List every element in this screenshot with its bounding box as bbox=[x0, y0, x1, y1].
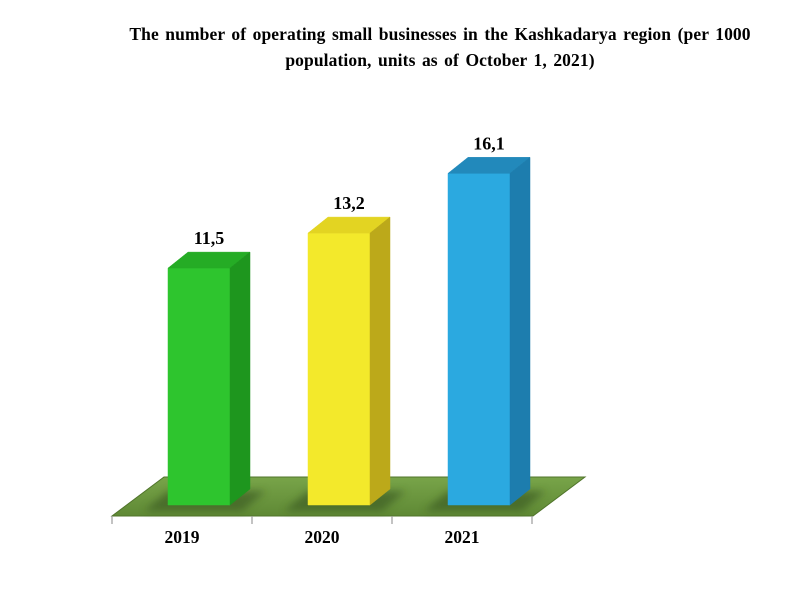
bar-side-face bbox=[229, 251, 251, 506]
bar-side-face bbox=[369, 216, 391, 506]
bar-value-label: 11,5 bbox=[194, 228, 225, 248]
bar-front-face bbox=[447, 173, 511, 506]
bar-front-face bbox=[167, 267, 231, 506]
chart-title: The number of operating small businesses… bbox=[110, 21, 770, 73]
x-axis-label: 2019 bbox=[165, 527, 200, 547]
bar-side-face bbox=[509, 156, 531, 506]
bar-2019: 11,5 2019 bbox=[144, 228, 266, 547]
bar-2020: 13,2 2020 bbox=[284, 193, 406, 547]
chart-title-line-1: The number of operating small businesses… bbox=[129, 24, 751, 44]
bar-value-label: 16,1 bbox=[473, 133, 505, 153]
chart-title-line-2: population, units as of October 1, 2021) bbox=[285, 50, 595, 70]
x-axis-label: 2020 bbox=[305, 527, 340, 547]
bar-2021: 16,1 2021 bbox=[424, 133, 546, 547]
x-axis-label: 2021 bbox=[445, 527, 480, 547]
bar-value-label: 13,2 bbox=[333, 193, 365, 213]
bar-front-face bbox=[307, 232, 371, 506]
